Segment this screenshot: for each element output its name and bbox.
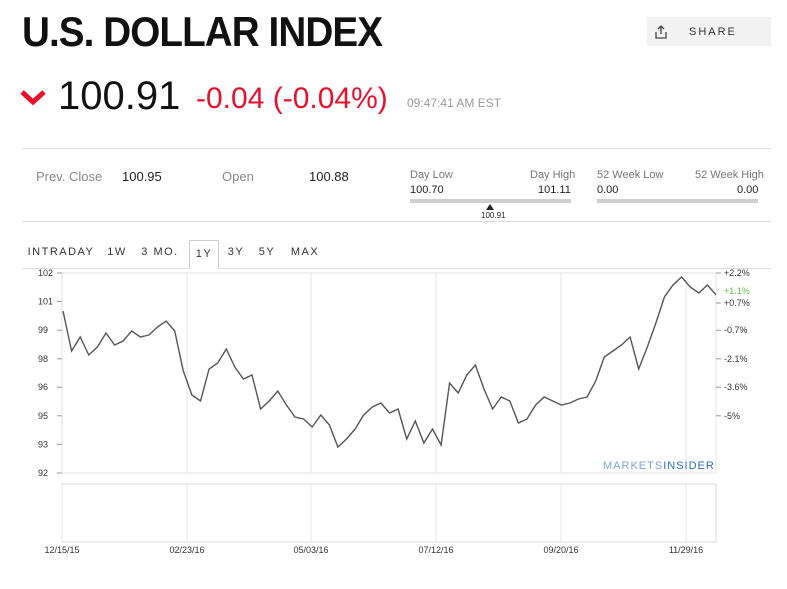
pct-tick-label: -5% [724,411,740,421]
x-axis: 12/15/15 02/23/16 05/03/16 07/12/16 09/20/16… [44,545,703,555]
day-range-marker-icon [486,204,494,210]
week52-range-bar [597,199,758,203]
open-value: 100.88 [309,169,349,184]
tab-3mo[interactable]: 3 MO. [141,246,179,258]
navigator-frame [61,483,717,543]
day-range-marker-value: 100.91 [481,211,506,220]
plot-frame [61,272,717,474]
share-button[interactable]: SHARE [647,17,771,46]
tabs-baseline [22,268,771,269]
y-tick-label: 93 [38,439,48,449]
pct-tick-label: -0.7% [724,325,748,335]
pct-tick-label: +0.7% [724,298,750,308]
percent-axis: +2.2% +0.7% -0.7% -2.1% -3.6% -5% +1.1% [716,268,750,421]
share-icon [655,24,667,39]
y-tick-label: 99 [38,325,48,335]
open-label: Open [222,169,254,184]
divider [22,221,771,222]
x-tick-label: 12/15/15 [44,545,79,555]
x-tick-label: 02/23/16 [169,545,204,555]
current-pct-label: +1.1% [724,286,750,296]
tab-max[interactable]: MAX [290,246,320,258]
y-tick-label: 95 [38,411,48,421]
price-change: -0.04 (-0.04%) [196,82,388,115]
y-tick-label: 98 [38,354,48,364]
day-range-bar [410,199,571,203]
pct-tick-label: -3.6% [724,382,748,392]
week52-low-label: 52 Week Low [597,169,664,181]
day-low-value: 100.70 [410,184,444,196]
tab-5y[interactable]: 5Y [258,246,276,258]
y-tick-label: 96 [38,382,48,392]
tab-intraday[interactable]: INTRADAY [27,246,95,258]
day-low-label: Day Low [410,169,453,181]
day-high-label: Day High [530,169,576,181]
x-tick-label: 07/12/16 [418,545,453,555]
day-high-value: 101.11 [538,184,571,196]
tab-3y[interactable]: 3Y [227,246,245,258]
watermark-logo: MARKETSINSIDER [603,460,715,472]
prev-close-value: 100.95 [122,169,162,184]
quote-time: 09:47:41 AM EST [407,96,502,110]
y-tick-label: 102 [38,268,53,278]
tab-1y[interactable]: 1Y [189,240,219,269]
y-axis: 92 93 95 96 98 99 101 102 [38,268,62,478]
pct-tick-label: +2.2% [724,268,750,278]
tab-1w[interactable]: 1W [107,246,127,258]
series-line [62,275,717,449]
y-tick-label: 101 [38,297,53,307]
pct-tick-label: -2.1% [724,354,748,364]
prev-close-label: Prev. Close [36,169,103,184]
x-tick-label: 11/29/16 [669,545,703,555]
page-title: U.S. DOLLAR INDEX [22,8,383,55]
chart-grid [61,272,717,543]
x-tick-label: 05/03/16 [293,545,328,555]
week52-high-label: 52 Week High [695,169,764,181]
share-label: SHARE [689,25,737,38]
chevron-down-icon [20,90,46,106]
week52-high-value: 0.00 [737,184,759,196]
price-chart[interactable]: 92 93 95 96 98 99 101 102 +2.2% +0.7% -0.7% -2.1% -… [0,262,787,562]
week52-low-value: 0.00 [597,184,619,196]
last-price: 100.91 [58,74,181,118]
divider [22,148,771,149]
y-tick-label: 92 [38,468,48,478]
x-tick-label: 09/20/16 [543,545,578,555]
